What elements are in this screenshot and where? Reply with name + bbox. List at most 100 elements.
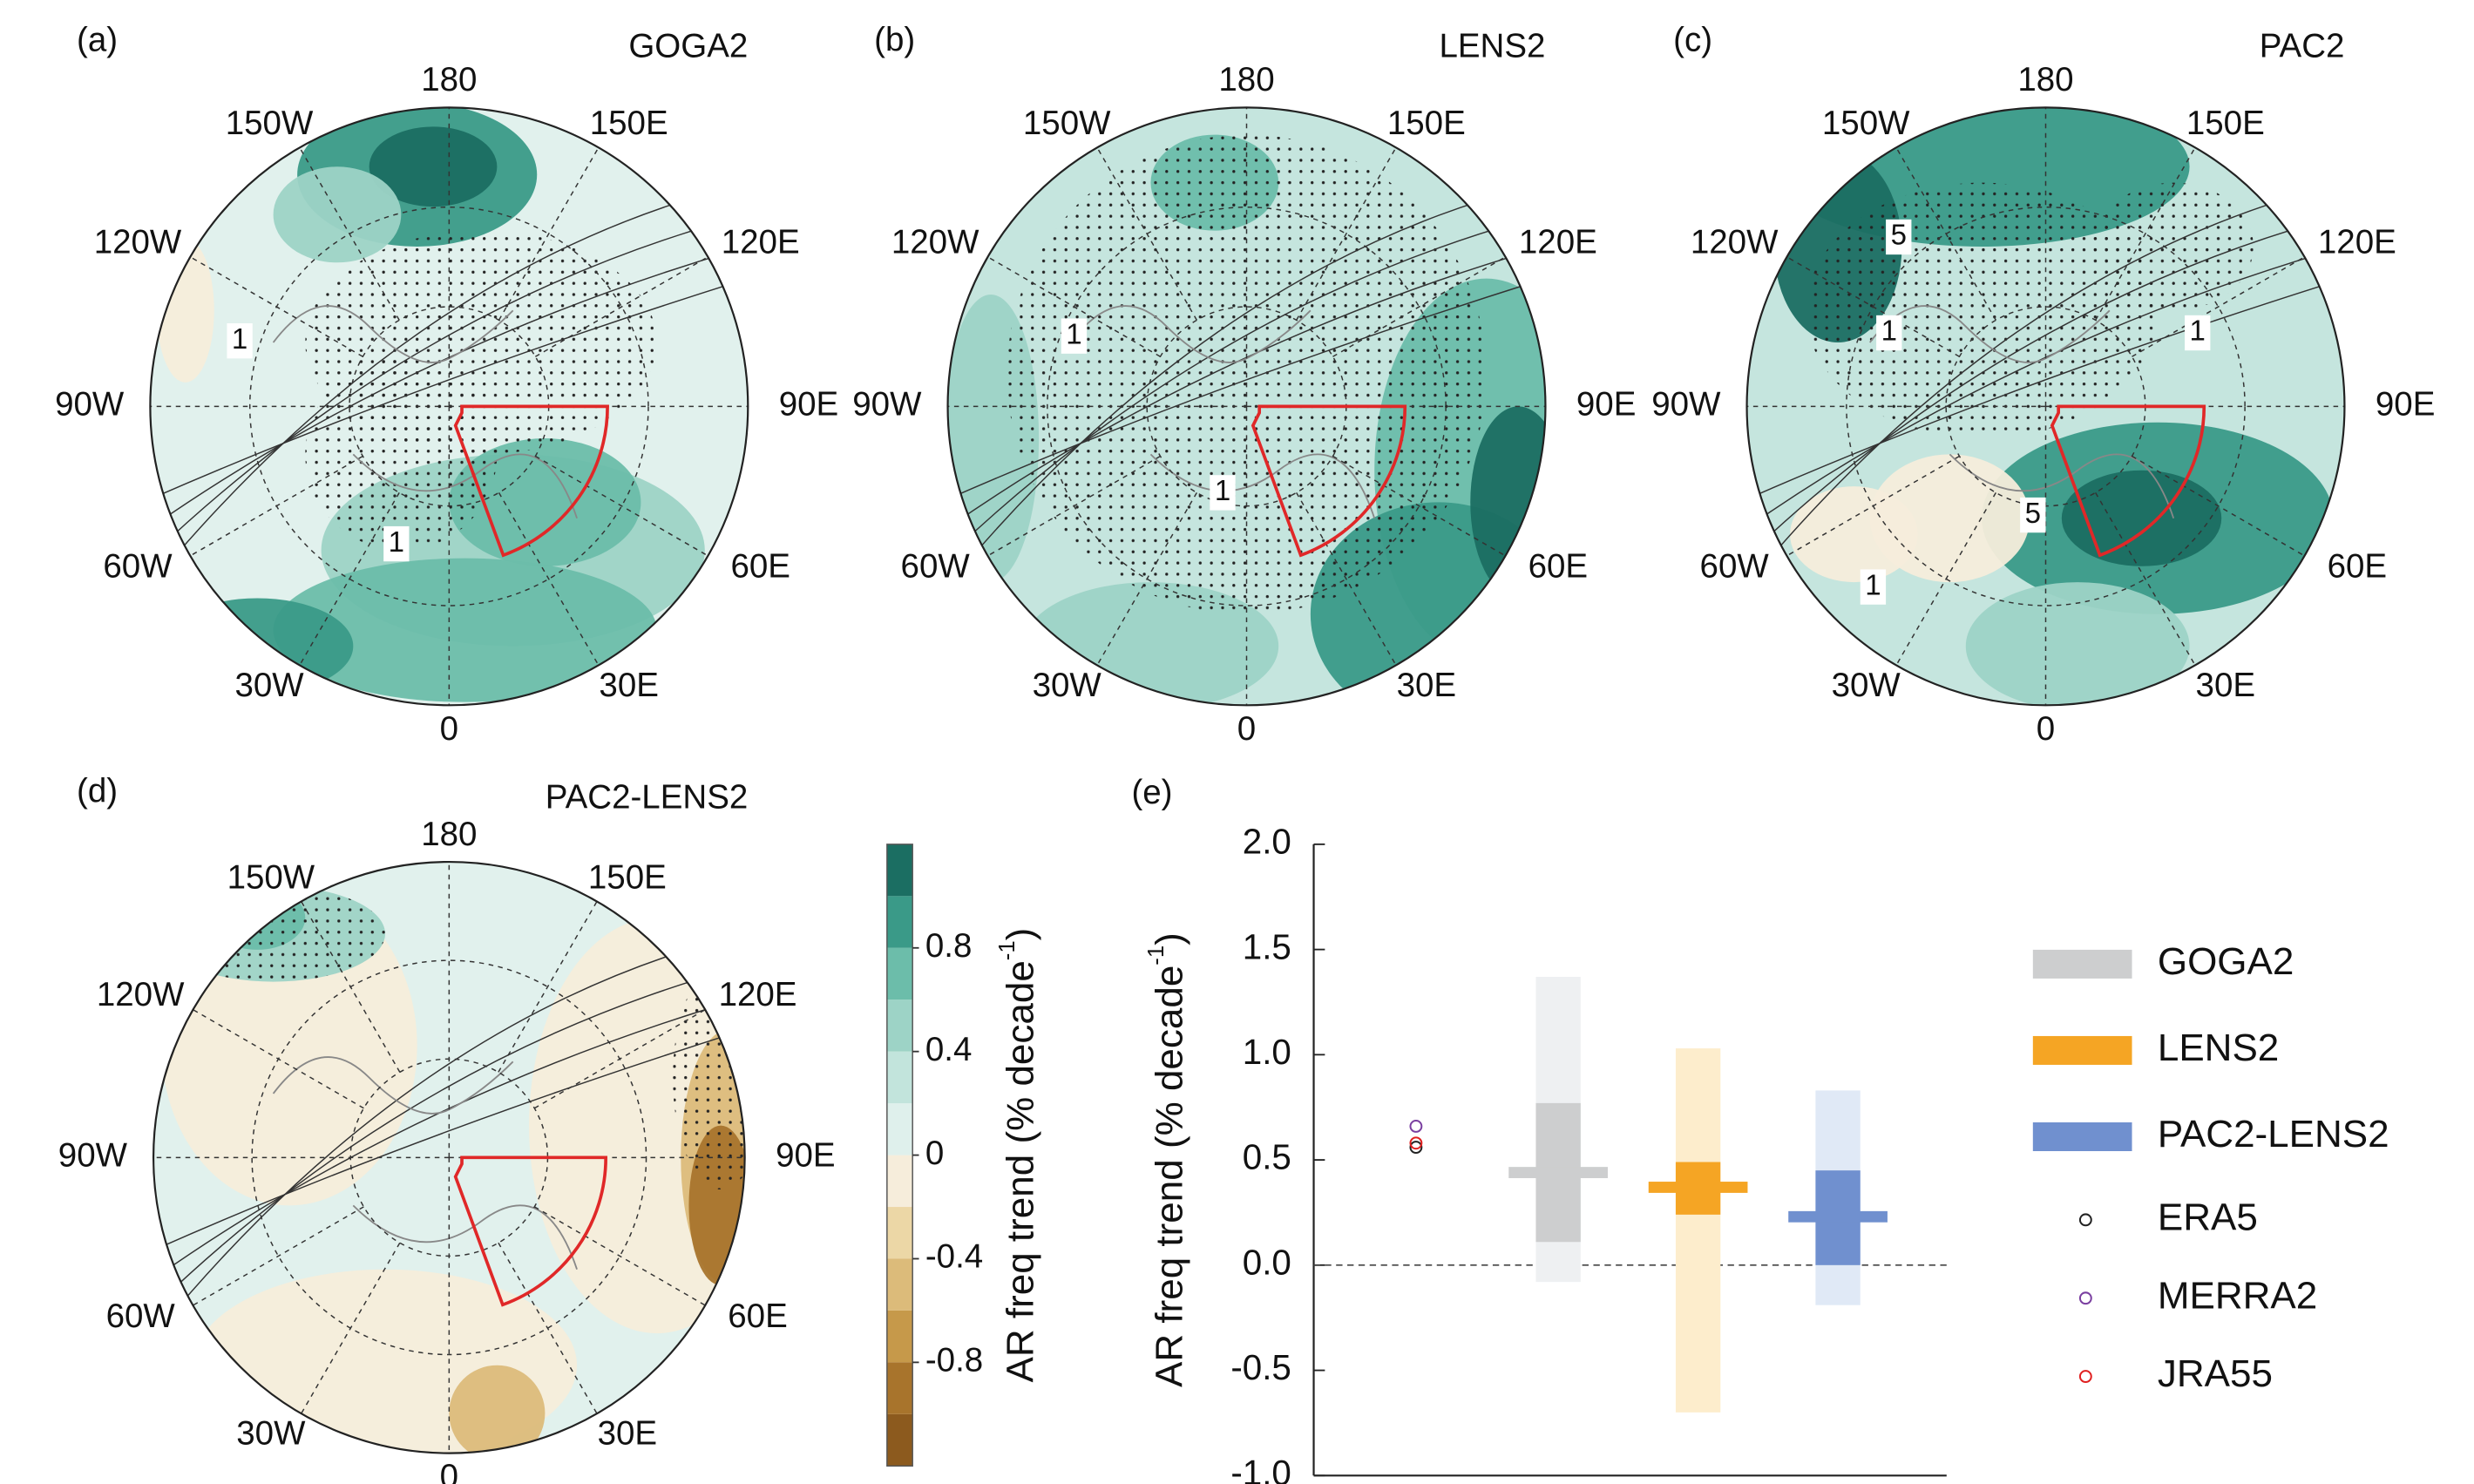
- longitude-label: 90W: [852, 386, 922, 424]
- panel-title: LENS2: [1439, 28, 1545, 65]
- y-tick-label: 2.0: [1243, 822, 1291, 862]
- longitude-label: 150E: [2186, 105, 2265, 142]
- label-sup: -1: [995, 940, 1020, 960]
- colorbar-segment: [887, 844, 912, 896]
- longitude-label: 150E: [590, 105, 668, 142]
- y-tick-label: -0.5: [1230, 1347, 1291, 1387]
- longitude-label: 150W: [226, 105, 314, 142]
- longitude-label: 90E: [779, 386, 839, 424]
- legend-swatch: [2033, 1122, 2132, 1151]
- colorbar-label: AR freq trend (% decade-1): [995, 928, 1041, 1383]
- legend-swatch: [2033, 950, 2132, 979]
- map-field: [943, 103, 1598, 726]
- longitude-label: 120E: [1519, 223, 1597, 261]
- legend-marker: [2080, 1214, 2091, 1225]
- longitude-label: 30W: [236, 1415, 306, 1453]
- colorbar-segment: [887, 1052, 912, 1103]
- longitude-label: 60E: [1528, 548, 1589, 586]
- colorbar-tick-label: -0.4: [925, 1238, 983, 1276]
- panel-title: PAC2-LENS2: [546, 779, 749, 817]
- colorbar-segment: [887, 948, 912, 999]
- longitude-label: 30E: [598, 1415, 658, 1453]
- longitude-label: 60E: [2328, 548, 2388, 586]
- trend-field: [274, 166, 402, 262]
- observation: [1410, 1121, 1421, 1132]
- longitude-label: 90W: [58, 1137, 128, 1175]
- panel-title: PAC2: [2260, 28, 2345, 65]
- longitude-label: 180: [421, 816, 477, 853]
- longitude-label: 120E: [719, 976, 797, 1013]
- colorbar-segment: [887, 1103, 912, 1155]
- longitude-label: 180: [421, 61, 477, 98]
- longitude-label: 120W: [97, 976, 185, 1013]
- contour-label: 1: [389, 525, 404, 558]
- longitude-label: 120E: [722, 223, 800, 261]
- colorbar-segment: [887, 1311, 912, 1362]
- colorbar-segment: [887, 1258, 912, 1310]
- colorbar-segment: [887, 1362, 912, 1413]
- legend-marker: [2080, 1292, 2091, 1304]
- colorbar-tick-label: 0: [925, 1135, 944, 1172]
- legend-label: JRA55: [2158, 1352, 2273, 1395]
- legend-label: PAC2-LENS2: [2158, 1113, 2389, 1155]
- longitude-label: 0: [2037, 710, 2055, 748]
- panel-label: (d): [77, 772, 118, 810]
- longitude-label: 90E: [2376, 386, 2436, 424]
- longitude-label: 150E: [588, 858, 667, 896]
- y-tick-label: -1.0: [1230, 1453, 1291, 1484]
- longitude-label: 30E: [599, 667, 659, 704]
- contour-label: 1: [2190, 315, 2206, 347]
- label-main: AR freq trend (% decade: [999, 960, 1041, 1382]
- significance-stipple: [305, 358, 497, 550]
- contour-label: 1: [1865, 568, 1881, 600]
- trend-field: [449, 1365, 545, 1461]
- longitude-label: 120E: [2318, 223, 2396, 261]
- longitude-label: 150W: [227, 858, 315, 896]
- median-bar: [1508, 1167, 1608, 1178]
- longitude-label: 150W: [1822, 105, 1910, 142]
- y-tick-label: 0.0: [1243, 1242, 1291, 1282]
- map-panel: 180150E120E90E60E30E030W60W90W120W150W51…: [1651, 21, 2435, 747]
- median-bar: [1788, 1211, 1888, 1223]
- trend-field: [1966, 582, 2190, 710]
- contour-label: 1: [232, 322, 247, 355]
- label-sup: -1: [1144, 945, 1169, 966]
- page: 180 150E 120E 90E 60E 30E 0 30W 60W 90W 120W 150W 1 1…: [0, 0, 2474, 1484]
- longitude-label: 30W: [1033, 667, 1102, 704]
- colorbar-segment: [887, 896, 912, 947]
- map-panel: 180150E120E90E60E30E030W60W90W120W150W11…: [55, 21, 838, 747]
- longitude-label: 60E: [728, 1298, 788, 1335]
- longitude-label: 60W: [901, 548, 971, 586]
- contour-label: 1: [1881, 315, 1897, 347]
- longitude-label: 120W: [94, 223, 182, 261]
- longitude-label: 90W: [1651, 386, 1721, 424]
- longitude-label: 30W: [234, 667, 304, 704]
- label-main: AR freq trend (% decade: [1148, 966, 1190, 1387]
- y-axis-label: AR freq trend (% decade-1): [1144, 932, 1190, 1387]
- longitude-label: 120W: [891, 223, 979, 261]
- longitude-label: 90E: [776, 1137, 836, 1175]
- significance-stipple: [161, 886, 385, 982]
- longitude-label: 60W: [106, 1298, 176, 1335]
- significance-stipple: [2094, 183, 2254, 311]
- map-panel: 180 150E 120E 90E 60E 30E 0 30W 60W 90W 120W 150W (d…: [58, 772, 836, 1484]
- longitude-label: 90W: [55, 386, 125, 424]
- y-tick-label: 1.5: [1243, 926, 1291, 966]
- colorbar-segment: [887, 1414, 912, 1466]
- figure: 180 150E 120E 90E 60E 30E 0 30W 60W 90W 120W 150W 1 1…: [0, 0, 2474, 1484]
- longitude-label: 180: [1218, 61, 1274, 98]
- longitude-label: 150W: [1023, 105, 1111, 142]
- contour-label: 5: [2025, 497, 2041, 529]
- longitude-label: 60E: [730, 548, 790, 586]
- longitude-label: 30E: [2196, 667, 2256, 704]
- longitude-label: 0: [440, 710, 458, 748]
- median-bar: [1649, 1182, 1748, 1193]
- colorbar-segment: [887, 999, 912, 1051]
- label-end: ): [999, 928, 1041, 941]
- longitude-label: 0: [440, 1458, 458, 1484]
- longitude-label: 90E: [1576, 386, 1637, 424]
- panel-label: (c): [1673, 21, 1712, 58]
- colorbar-tick-label: 0.8: [925, 927, 973, 965]
- y-tick-label: 0.5: [1243, 1137, 1291, 1177]
- panel-title: GOGA2: [628, 28, 748, 65]
